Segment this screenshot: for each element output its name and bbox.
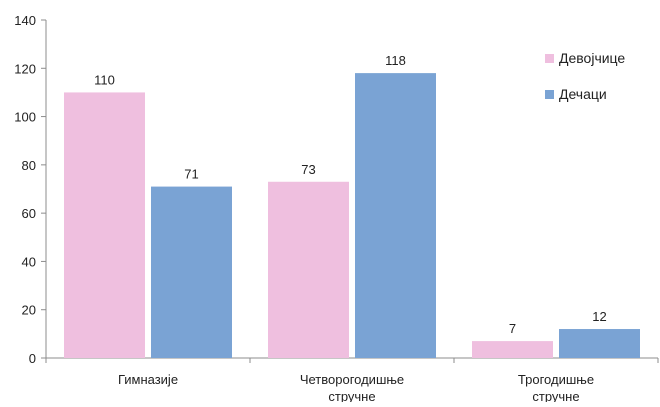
- x-tick-label: Четворогодишње: [300, 372, 404, 387]
- y-tick-label: 140: [14, 13, 36, 28]
- y-tick-label: 40: [22, 254, 36, 269]
- y-tick-label: 100: [14, 110, 36, 125]
- legend-swatch: [545, 54, 554, 63]
- bar-devojcice: [268, 181, 349, 358]
- y-tick-label: 120: [14, 61, 36, 76]
- y-tick-label: 60: [22, 206, 36, 221]
- legend-label: Девојчице: [559, 50, 625, 66]
- data-label: 110: [94, 72, 115, 87]
- data-label: 71: [184, 167, 198, 182]
- data-label: 12: [592, 309, 606, 324]
- data-label: 118: [385, 53, 406, 68]
- y-tick-label: 80: [22, 158, 36, 173]
- legend-swatch: [545, 90, 554, 99]
- x-tick-label: стручне: [328, 389, 375, 402]
- bar-devojcice: [472, 341, 553, 358]
- bar-decaci: [151, 186, 232, 358]
- bar-devojcice: [64, 92, 145, 358]
- data-label: 73: [301, 162, 315, 177]
- y-tick-label: 20: [22, 303, 36, 318]
- x-tick-label: стручне: [532, 389, 579, 402]
- legend-label: Дечаци: [559, 86, 607, 102]
- y-tick-label: 0: [29, 351, 36, 366]
- data-label: 7: [509, 321, 516, 336]
- bar-decaci: [559, 329, 640, 358]
- x-tick-label: Трогодишње: [518, 372, 594, 387]
- x-tick-label: Гимназије: [118, 372, 178, 387]
- bar-decaci: [355, 73, 436, 358]
